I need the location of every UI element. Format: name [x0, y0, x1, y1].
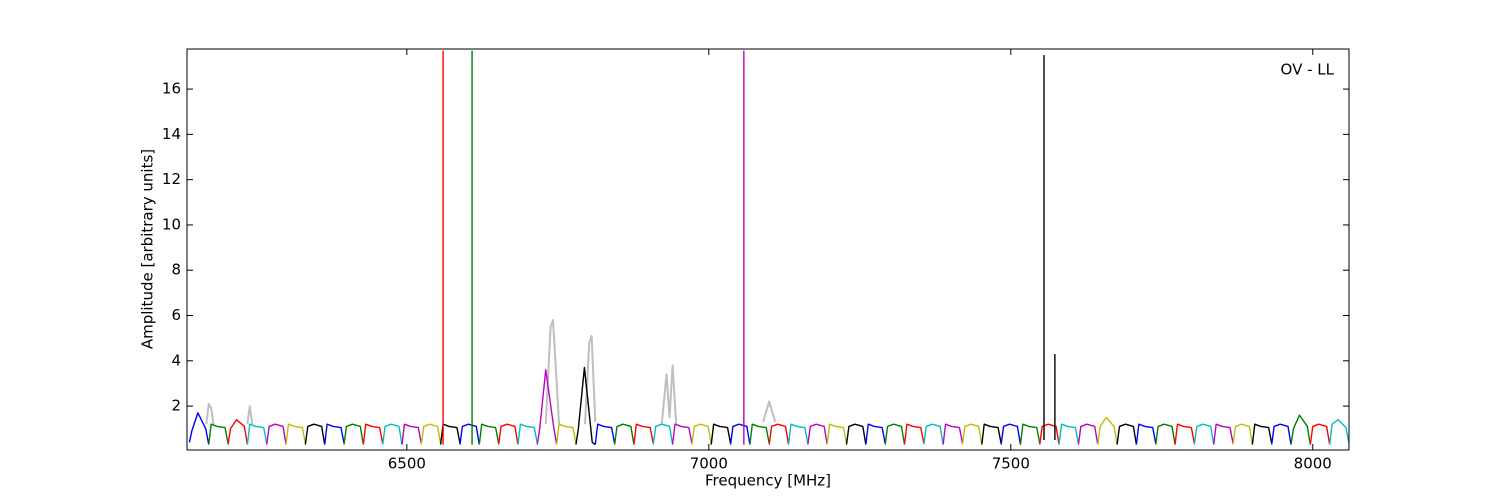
series-line	[439, 423, 461, 445]
y-tick-label: 2	[171, 397, 181, 415]
series-line	[923, 423, 944, 445]
series-line	[517, 423, 538, 445]
series-line	[205, 319, 777, 425]
series-line	[768, 423, 790, 445]
y-tick-label: 14	[162, 125, 181, 143]
series-line	[1213, 423, 1234, 445]
series-line	[671, 423, 693, 445]
series-line	[1000, 423, 1022, 445]
series-line	[246, 423, 268, 445]
series-line	[1270, 423, 1292, 445]
annotation: OV - LL	[1281, 61, 1335, 79]
x-tick-label: 8000	[1294, 455, 1332, 473]
series-line	[1155, 423, 1176, 445]
series-line	[1193, 423, 1215, 445]
y-tick-label: 8	[171, 261, 181, 279]
series-line	[1251, 423, 1273, 445]
series-line	[324, 423, 345, 445]
series-line	[208, 423, 229, 445]
x-axis-label: Frequency [MHz]	[705, 472, 831, 490]
series-line	[304, 423, 326, 445]
series-line	[575, 366, 596, 446]
y-tick-label: 6	[171, 306, 181, 324]
series-line	[459, 423, 481, 445]
x-tick-label: 7500	[992, 455, 1030, 473]
series-line	[478, 423, 500, 445]
series-line	[1232, 423, 1254, 445]
y-axis-label: Amplitude [arbitrary units]	[139, 149, 157, 349]
series-line	[981, 423, 1002, 445]
series-line	[1077, 423, 1099, 445]
series-line	[1039, 423, 1060, 445]
series-line	[594, 423, 616, 445]
plot-area	[187, 49, 1349, 450]
series-line	[1135, 423, 1157, 445]
y-tick-label: 10	[162, 215, 181, 233]
series-line	[749, 423, 770, 445]
plot-lines	[188, 50, 1349, 446]
series-line	[1174, 423, 1196, 445]
x-tick-label: 7000	[690, 455, 728, 473]
series-line	[1019, 423, 1041, 445]
series-line	[381, 423, 403, 445]
series-line	[420, 423, 442, 445]
series-line	[1058, 423, 1080, 445]
x-tick-label: 6500	[388, 455, 426, 473]
series-line	[942, 423, 964, 445]
y-tick-label: 12	[162, 170, 181, 188]
series-line	[555, 423, 577, 445]
series-line	[787, 423, 809, 445]
y-tick-label: 16	[162, 80, 181, 98]
series-line	[1328, 418, 1349, 445]
series-line	[845, 423, 867, 445]
series-line	[343, 423, 365, 445]
series-line	[497, 423, 519, 445]
series-line	[691, 423, 712, 445]
plot-frame	[186, 48, 1350, 451]
series-line	[1309, 423, 1331, 445]
series-line	[362, 423, 384, 445]
series-line	[613, 423, 635, 445]
series-line	[266, 423, 287, 445]
series-line	[1097, 416, 1118, 445]
series-line	[1290, 414, 1312, 445]
series-line	[285, 423, 307, 445]
series-line	[652, 423, 674, 445]
series-line	[536, 369, 558, 445]
series-line	[961, 423, 983, 445]
series-line	[826, 423, 848, 445]
series-line	[865, 423, 886, 445]
y-tick-label: 4	[171, 351, 181, 369]
series-line	[807, 423, 828, 445]
series-line	[884, 423, 906, 445]
series-line	[188, 412, 210, 445]
series-line	[401, 423, 423, 445]
series-line	[729, 423, 751, 445]
series-line	[227, 418, 249, 445]
series-line	[1116, 423, 1138, 445]
series-line	[710, 423, 732, 445]
series-line	[633, 423, 654, 445]
series-line	[903, 423, 925, 445]
